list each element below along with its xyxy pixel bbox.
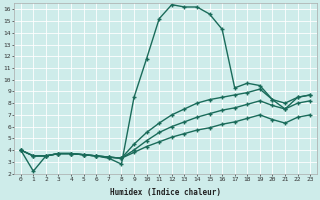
- X-axis label: Humidex (Indice chaleur): Humidex (Indice chaleur): [110, 188, 221, 197]
